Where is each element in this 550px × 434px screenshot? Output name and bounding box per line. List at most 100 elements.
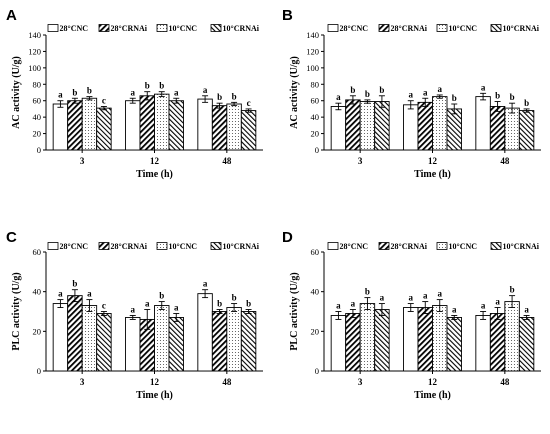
significance-label: a — [409, 90, 414, 100]
legend-swatch — [378, 242, 390, 250]
y-tick-label: 140 — [28, 30, 41, 40]
legend-label: 28°CNC — [340, 24, 369, 33]
bar-b-s2-c0 — [359, 101, 376, 151]
significance-label: a — [409, 293, 414, 303]
legend-label: 28°CNC — [340, 242, 369, 251]
bar-c-s0-c2 — [197, 293, 213, 372]
y-tick-label: 0 — [315, 366, 319, 376]
chart-panel-a: A 0 20 40 60 80 100 120 140 AC activity (U/g) Time… — [6, 7, 263, 180]
x-axis-label: Time (h) — [414, 169, 451, 180]
significance-label: c — [247, 98, 251, 108]
legend-label: 10°CNC — [169, 242, 198, 251]
bar-a-s0-c2 — [197, 98, 213, 151]
significance-label: a — [174, 87, 179, 97]
legend-label: 10°CNC — [169, 24, 198, 33]
bar-a-s1-c0 — [67, 100, 83, 151]
legend-label: 28°CRNAi — [391, 242, 428, 251]
bar-c-s1-c0 — [67, 295, 83, 372]
bar-a-s0-c1 — [125, 100, 141, 151]
x-tick-label: 3 — [358, 377, 363, 387]
x-tick-label: 3 — [80, 377, 85, 387]
legend-swatch — [156, 242, 168, 250]
significance-label: b — [145, 81, 150, 91]
y-tick-label: 80 — [33, 79, 42, 89]
significance-label: a — [203, 85, 208, 95]
bar-d-s2-c0 — [359, 303, 376, 372]
significance-label: a — [423, 87, 428, 97]
y-tick-label: 40 — [33, 287, 42, 297]
significance-label: a — [58, 90, 63, 100]
legend-swatch — [210, 24, 222, 32]
significance-label: b — [452, 93, 457, 103]
bar-b-s0-c2 — [475, 96, 491, 151]
bar-a-s2-c1 — [154, 93, 170, 151]
x-tick-label: 3 — [80, 156, 85, 166]
chart-panel-b: B 0 20 40 60 80 100 120 140 AC activity (U/g) Time… — [282, 7, 541, 180]
bar-a-s1-c1 — [139, 95, 155, 151]
y-tick-label: 120 — [306, 46, 319, 56]
legend-label: 10°CRNAi — [503, 24, 540, 33]
significance-label: a — [481, 301, 486, 311]
bar-b-s0-c0 — [330, 106, 347, 151]
y-tick-label: 100 — [28, 63, 41, 73]
bar-d-s2-c2 — [504, 301, 520, 372]
bar-b-s1-c2 — [489, 106, 506, 151]
bar-b-s3-c1 — [446, 108, 462, 151]
legend-swatch — [436, 242, 448, 250]
x-tick-label: 12 — [150, 377, 160, 387]
bar-b-s3-c2 — [518, 110, 535, 151]
bar-a-s3-c1 — [168, 100, 184, 151]
significance-label: a — [58, 289, 63, 299]
bar-a-s3-c2 — [240, 110, 257, 151]
y-axis-label: AC activity (U/g) — [11, 56, 22, 129]
y-axis-label: AC activity (U/g) — [289, 56, 300, 129]
bar-d-s1-c2 — [489, 313, 506, 372]
y-tick-label: 20 — [311, 326, 320, 336]
bar-b-s2-c2 — [504, 107, 520, 151]
legend: 28°CNC 28°CRNAi 10°CNC 10°CRNAi — [327, 242, 540, 251]
legend: 28°CNC 28°CRNAi 10°CNC 10°CRNAi — [47, 242, 260, 251]
significance-label: b — [159, 81, 164, 91]
y-tick-label: 0 — [37, 145, 41, 155]
legend-label: 28°CRNAi — [111, 242, 148, 251]
significance-label: b — [159, 291, 164, 301]
legend-swatch — [98, 24, 110, 32]
bar-d-s3-c0 — [374, 309, 390, 372]
y-tick-label: 40 — [33, 112, 42, 122]
bar-a-s3-c0 — [96, 107, 112, 151]
significance-label: a — [452, 304, 457, 314]
legend-swatch — [47, 242, 59, 250]
panel-letter: D — [282, 229, 293, 246]
bar-c-s0-c0 — [52, 303, 69, 372]
legend-label: 10°CRNAi — [223, 24, 260, 33]
legend-label: 10°CNC — [449, 24, 478, 33]
significance-label: b — [365, 89, 370, 99]
x-tick-label: 48 — [222, 377, 232, 387]
y-tick-label: 120 — [28, 46, 41, 56]
panel-letter: C — [6, 229, 17, 246]
y-tick-label: 40 — [311, 287, 320, 297]
significance-label: a — [145, 299, 150, 309]
legend-label: 10°CNC — [449, 242, 478, 251]
significance-label: b — [217, 92, 222, 102]
bar-d-s0-c2 — [475, 315, 491, 372]
legend-label: 28°CNC — [60, 242, 89, 251]
bar-d-s0-c1 — [403, 307, 419, 372]
bar-b-s1-c0 — [345, 99, 361, 151]
significance-label: b — [350, 85, 355, 95]
bar-b-s2-c1 — [432, 96, 448, 151]
bar-a-s2-c0 — [81, 97, 98, 151]
significance-label: a — [131, 87, 136, 97]
legend-swatch — [47, 24, 59, 32]
significance-label: b — [495, 91, 500, 101]
bar-b-s0-c1 — [403, 104, 419, 151]
legend-label: 10°CRNAi — [223, 242, 260, 251]
y-tick-label: 20 — [33, 326, 42, 336]
significance-label: a — [336, 301, 341, 311]
legend-label: 28°CRNAi — [111, 24, 148, 33]
significance-label: b — [232, 91, 237, 101]
significance-label: a — [495, 297, 500, 307]
legend-swatch — [436, 24, 448, 32]
legend-label: 28°CRNAi — [391, 24, 428, 33]
bar-a-s0-c0 — [52, 103, 69, 151]
